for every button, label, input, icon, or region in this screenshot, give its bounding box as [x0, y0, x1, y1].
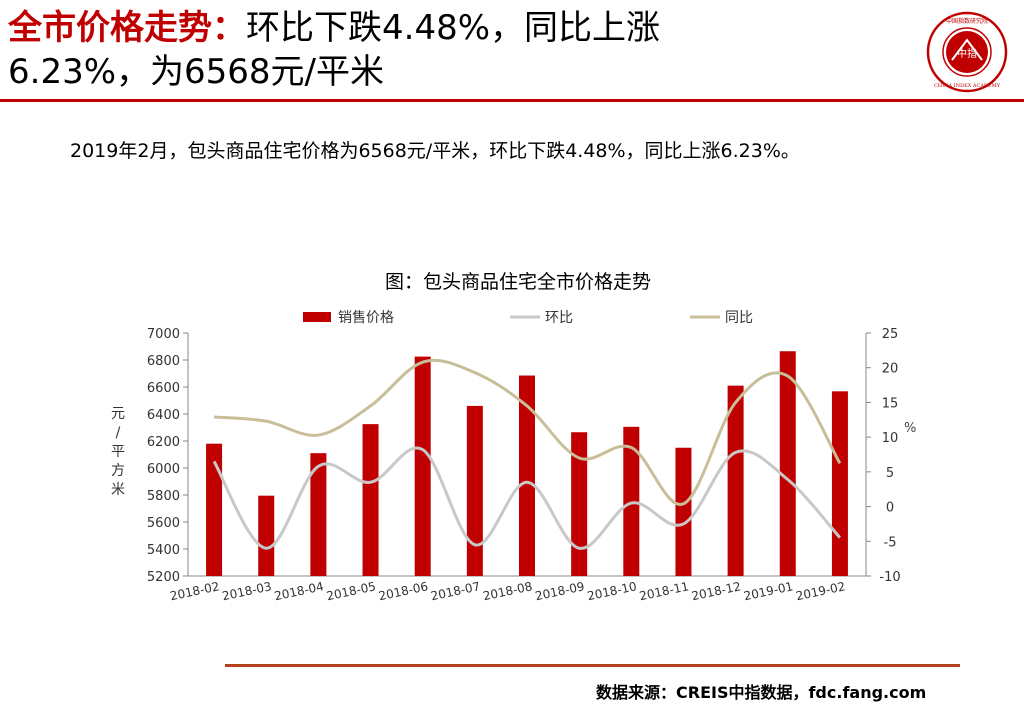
price-bar [466, 405, 483, 576]
x-tick-label: 2018-03 [221, 579, 273, 603]
title-line2: 6.23%，为6568元/平米 [8, 52, 384, 92]
title-highlight: 全市价格走势： [8, 8, 246, 48]
footer-divider [225, 664, 960, 667]
y-label-char: 米 [111, 482, 125, 498]
price-bar [623, 426, 640, 576]
header: 全市价格走势：环比下跌4.48%，同比上涨 6.23%，为6568元/平米 [8, 6, 908, 94]
y-tick-label: 6800 [147, 354, 180, 369]
summary-text: 2019年2月，包头商品住宅价格为6568元/平米，环比下跌4.48%，同比上涨… [70, 140, 800, 162]
y-tick-label: 6000 [147, 462, 180, 477]
logo-center-text: 中指 [957, 47, 977, 60]
y-tick-label: 6600 [147, 381, 180, 396]
data-source: 数据来源：CREIS中指数据，fdc.fang.com [596, 683, 927, 702]
y-label-char: 方 [111, 463, 125, 479]
y2-tick-label: 0 [886, 501, 894, 516]
price-bar [675, 447, 692, 576]
price-bar [310, 453, 327, 576]
logo-ring-cn: 中国指数研究院 [946, 17, 988, 25]
logo-ring-text: CHINA INDEX ACADEMY [934, 83, 1001, 89]
x-tick-label: 2018-09 [534, 579, 586, 603]
price-bar [519, 375, 535, 576]
y-label-char: / [116, 425, 121, 441]
y-tick-label: 5400 [147, 543, 180, 558]
x-axis-ticks: 2018-02 2018-03 2018-04 2018-05 2018-06 2018-… [169, 579, 847, 603]
y2-tick-label: 15 [882, 396, 899, 411]
x-tick-label: 2019-01 [742, 579, 794, 603]
y-tick-label: 5200 [147, 570, 180, 585]
chart-legend: 销售价格 环比 同比 [303, 310, 753, 326]
y-axis-label: 元 / 平方米 [111, 406, 125, 498]
y2-axis-label: % [904, 421, 916, 436]
x-tick-label: 2018-11 [638, 579, 690, 603]
x-tick-label: 2018-05 [325, 579, 377, 603]
price-bar [414, 356, 431, 576]
legend-swatch-bar [303, 312, 331, 322]
x-tick-label: 2018-12 [690, 579, 742, 603]
y2-tick-label: 5 [886, 466, 894, 481]
page-title: 全市价格走势：环比下跌4.48%，同比上涨 6.23%，为6568元/平米 [8, 6, 908, 94]
x-tick-label: 2019-02 [795, 579, 847, 603]
x-tick-label: 2018-06 [377, 579, 429, 603]
y-tick-label: 6400 [147, 408, 180, 423]
y-tick-label: 7000 [147, 327, 180, 342]
y2-axis-ticks: -10 -5 0 5 10 15 20 25 [866, 327, 901, 585]
y-tick-label: 5600 [147, 516, 180, 531]
price-bar [571, 432, 588, 576]
y-tick-label: 5800 [147, 489, 180, 504]
price-bar [258, 495, 275, 576]
price-bar [831, 391, 848, 576]
price-bar [727, 385, 744, 576]
chart-title: 图：包头商品住宅全市价格走势 [385, 271, 651, 293]
y2-tick-label: -5 [884, 535, 897, 550]
y-axis-ticks: 5200 5400 5600 5800 6000 6200 6400 6600 6800 7000 [147, 327, 188, 585]
y-tick-label: 6200 [147, 435, 180, 450]
y2-tick-label: 25 [882, 327, 899, 342]
y2-tick-label: -10 [879, 570, 900, 585]
x-tick-label: 2018-08 [482, 579, 534, 603]
title-line1: 环比下跌4.48%，同比上涨 [246, 8, 661, 48]
y-label-char: 平 [111, 444, 125, 460]
legend-label: 同比 [725, 310, 753, 326]
price-bar [779, 351, 796, 576]
x-tick-label: 2018-07 [430, 579, 482, 603]
y-label-char: 元 [111, 406, 125, 422]
y2-tick-label: 10 [882, 431, 899, 446]
x-tick-label: 2018-10 [586, 579, 638, 603]
legend-label: 环比 [545, 310, 573, 326]
price-bar [362, 424, 379, 576]
x-tick-label: 2018-04 [273, 579, 325, 603]
yoy-line [213, 358, 842, 506]
y2-tick-label: 20 [882, 362, 899, 377]
header-divider [0, 99, 1024, 102]
line-series [212, 358, 842, 550]
legend-label: 销售价格 [338, 310, 394, 326]
mom-line [212, 446, 842, 550]
bar-series [206, 351, 848, 576]
academy-logo: 中指 中国指数研究院 CHINA INDEX ACADEMY [926, 11, 1008, 93]
price-bar [206, 443, 223, 576]
